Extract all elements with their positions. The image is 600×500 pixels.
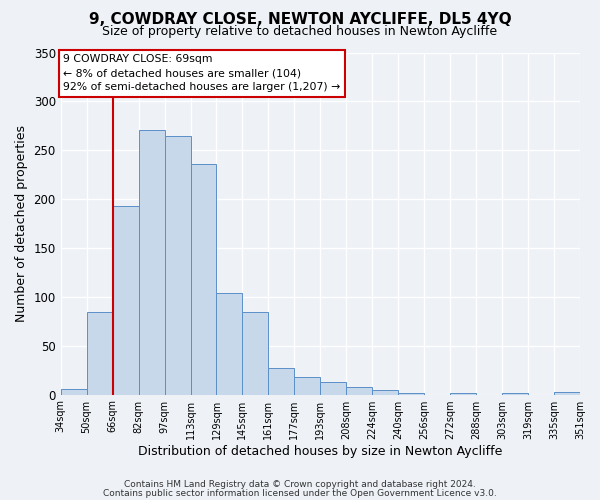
Bar [191,164,217,394]
Bar [502,392,528,394]
Text: Contains public sector information licensed under the Open Government Licence v3: Contains public sector information licen… [103,488,497,498]
Bar [217,293,242,394]
Bar [268,368,295,394]
Bar [398,392,424,394]
Text: 9 COWDRAY CLOSE: 69sqm
← 8% of detached houses are smaller (104)
92% of semi-det: 9 COWDRAY CLOSE: 69sqm ← 8% of detached … [63,54,341,92]
X-axis label: Distribution of detached houses by size in Newton Aycliffe: Distribution of detached houses by size … [138,444,503,458]
Bar [61,388,86,394]
Y-axis label: Number of detached properties: Number of detached properties [15,125,28,322]
Bar [295,377,320,394]
Bar [450,392,476,394]
Bar [372,390,398,394]
Bar [113,206,139,394]
Text: 9, COWDRAY CLOSE, NEWTON AYCLIFFE, DL5 4YQ: 9, COWDRAY CLOSE, NEWTON AYCLIFFE, DL5 4… [89,12,511,28]
Bar [164,136,191,394]
Text: Contains HM Land Registry data © Crown copyright and database right 2024.: Contains HM Land Registry data © Crown c… [124,480,476,489]
Bar [554,392,580,394]
Bar [242,312,268,394]
Text: Size of property relative to detached houses in Newton Aycliffe: Size of property relative to detached ho… [103,25,497,38]
Bar [86,312,113,394]
Bar [320,382,346,394]
Bar [139,130,164,394]
Bar [346,387,372,394]
